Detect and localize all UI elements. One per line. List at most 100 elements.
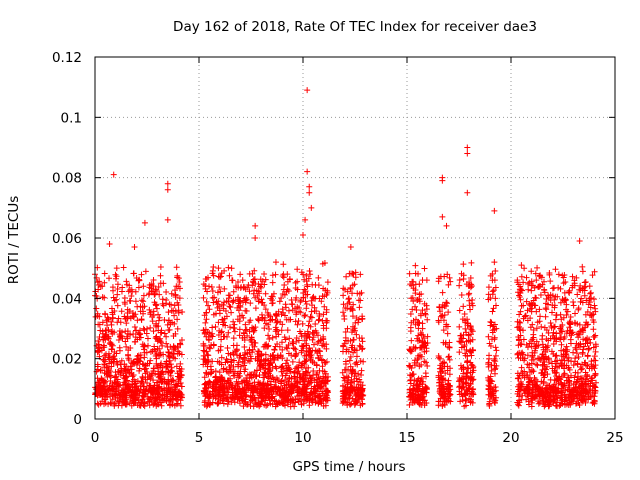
data-point: [489, 288, 496, 295]
data-point: [277, 318, 284, 325]
data-point: [340, 309, 347, 316]
data-point: [210, 311, 217, 318]
data-point: [299, 320, 306, 327]
data-point: [258, 356, 265, 363]
data-point: [557, 285, 564, 292]
data-point: [306, 318, 313, 325]
data-point: [445, 377, 452, 384]
data-point: [446, 383, 453, 390]
data-point: [316, 348, 323, 355]
data-point: [204, 401, 211, 408]
data-point: [560, 314, 567, 321]
data-point: [250, 276, 257, 283]
data-point: [140, 310, 147, 317]
data-point: [516, 311, 523, 318]
data-point: [137, 382, 144, 389]
data-point: [467, 284, 474, 291]
data-point: [281, 382, 288, 389]
data-point: [202, 319, 209, 326]
data-point: [412, 316, 419, 323]
data-point: [255, 281, 262, 288]
data-point: [167, 343, 174, 350]
data-point: [151, 346, 158, 353]
data-point: [261, 281, 268, 288]
data-point: [302, 288, 309, 295]
data-point: [218, 328, 225, 335]
data-point: [177, 402, 184, 409]
data-point: [135, 397, 142, 404]
data-point: [357, 379, 364, 386]
data-point: [551, 304, 558, 311]
data-point: [410, 285, 417, 292]
data-point: [550, 324, 557, 331]
data-point: [216, 369, 223, 376]
data-point: [460, 364, 467, 371]
data-point: [579, 299, 586, 306]
data-point: [515, 281, 522, 288]
data-point: [324, 395, 331, 402]
data-point: [163, 333, 170, 340]
data-point: [94, 375, 101, 382]
data-point: [320, 380, 327, 387]
data-point: [212, 368, 219, 375]
data-point: [575, 354, 582, 361]
data-point: [487, 342, 494, 349]
data-point: [549, 365, 556, 372]
data-point: [582, 393, 589, 400]
data-point: [141, 219, 148, 226]
data-point: [123, 394, 130, 401]
data-point: [441, 303, 448, 310]
data-point: [419, 387, 426, 394]
data-point: [572, 320, 579, 327]
data-point: [421, 265, 428, 272]
data-point: [460, 370, 467, 377]
data-point: [466, 290, 473, 297]
data-point: [97, 381, 104, 388]
data-point: [572, 344, 579, 351]
data-point: [523, 274, 530, 281]
data-point: [539, 361, 546, 368]
data-point: [439, 177, 446, 184]
data-point: [339, 383, 346, 390]
data-point: [289, 301, 296, 308]
data-point: [313, 377, 320, 384]
data-point: [225, 329, 232, 336]
data-point: [123, 343, 130, 350]
data-point: [580, 398, 587, 405]
data-point: [201, 342, 208, 349]
data-point: [296, 359, 303, 366]
data-point: [541, 324, 548, 331]
data-point: [306, 334, 313, 341]
data-point: [113, 265, 120, 272]
data-point: [312, 347, 319, 354]
data-point: [111, 385, 118, 392]
data-point: [557, 336, 564, 343]
data-point: [122, 338, 129, 345]
data-point: [164, 180, 171, 187]
data-point: [221, 378, 228, 385]
data-point: [276, 298, 283, 305]
data-point: [215, 265, 222, 272]
data-point: [226, 272, 233, 279]
data-point: [439, 401, 446, 408]
data-point: [254, 401, 261, 408]
data-point: [176, 285, 183, 292]
data-point: [150, 385, 157, 392]
data-point: [576, 286, 583, 293]
data-point: [514, 370, 521, 377]
data-point: [547, 390, 554, 397]
data-point: [261, 325, 268, 332]
data-point: [457, 338, 464, 345]
data-point: [245, 282, 252, 289]
data-point: [208, 283, 215, 290]
data-point: [166, 361, 173, 368]
data-point: [345, 348, 352, 355]
data-point: [525, 286, 532, 293]
data-point: [323, 358, 330, 365]
data-point: [541, 371, 548, 378]
data-point: [255, 288, 262, 295]
data-point: [489, 378, 496, 385]
data-point: [272, 317, 279, 324]
data-point: [488, 393, 495, 400]
data-point: [308, 314, 315, 321]
